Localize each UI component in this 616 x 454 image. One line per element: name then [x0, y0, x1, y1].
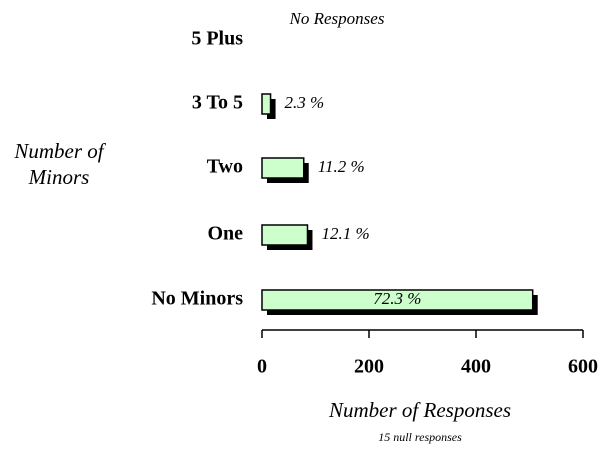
data-label: No Responses [289, 9, 385, 28]
y-tick-label: No Minors [151, 288, 243, 310]
note: 15 null responses [378, 430, 462, 444]
y-axis-label: Number of Minors [14, 139, 104, 189]
bar [261, 157, 305, 179]
y-tick-label: Two [207, 156, 243, 178]
y-tick-label: 3 To 5 [192, 92, 243, 114]
data-label: 12.1 % [321, 224, 369, 243]
x-tick-label: 600 [568, 356, 598, 378]
bar [261, 289, 534, 311]
x-tick-label: 400 [461, 356, 491, 378]
data-label: 11.2 % [318, 157, 365, 176]
y-tick-label: One [207, 223, 243, 245]
data-label: 2.3 % [285, 93, 325, 112]
x-axis-label: Number of Responses [328, 398, 511, 422]
x-tick-label: 0 [257, 356, 267, 378]
data-label: 72.3 % [373, 289, 421, 308]
bar [261, 93, 272, 115]
bar [261, 224, 309, 246]
y-tick-label: 5 Plus [191, 28, 243, 50]
x-tick-label: 200 [354, 356, 384, 378]
